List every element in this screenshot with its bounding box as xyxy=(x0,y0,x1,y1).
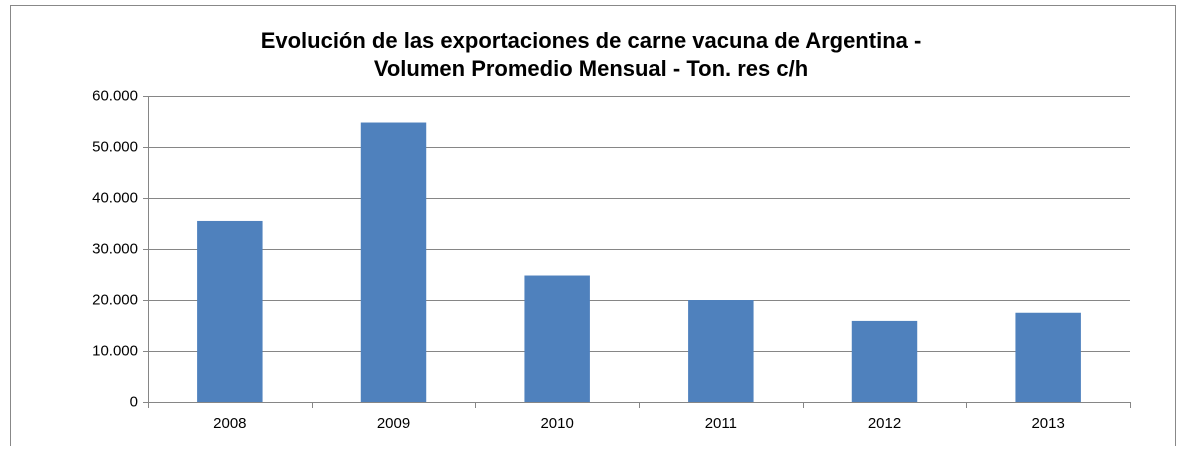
bar xyxy=(360,122,427,403)
bar xyxy=(688,300,754,402)
y-tick-label: 20.000 xyxy=(92,291,138,308)
y-tick-label: 60.000 xyxy=(92,87,138,104)
y-tick-label: 10.000 xyxy=(92,342,138,359)
x-tick-label: 2008 xyxy=(213,415,246,432)
bar xyxy=(524,275,590,402)
bar xyxy=(1015,312,1081,402)
x-tick-label: 2010 xyxy=(540,415,573,432)
y-tick-label: 40.000 xyxy=(92,189,138,206)
y-tick-label: 50.000 xyxy=(92,138,138,155)
chart-title: Evolución de las exportaciones de carne … xyxy=(261,28,922,53)
bar xyxy=(851,320,918,402)
chart-title: Volumen Promedio Mensual - Ton. res c/h xyxy=(374,56,808,81)
y-tick-label: 0 xyxy=(130,393,138,410)
x-tick-label: 2011 xyxy=(705,415,737,432)
bar xyxy=(197,220,263,402)
x-tick-label: 2013 xyxy=(1031,415,1064,432)
x-tick-label: 2009 xyxy=(377,415,410,432)
x-tick-label: 2012 xyxy=(868,415,901,432)
y-tick-label: 30.000 xyxy=(92,240,138,257)
